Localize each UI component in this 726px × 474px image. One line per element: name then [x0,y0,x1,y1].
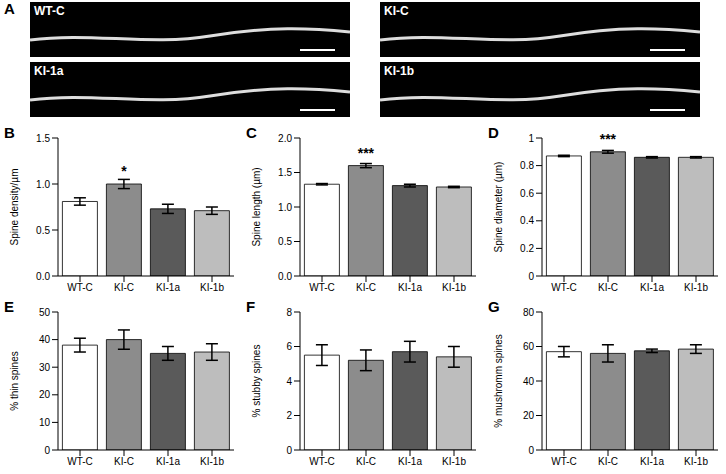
svg-text:% thin spines: % thin spines [9,351,20,410]
svg-text:20: 20 [39,389,51,400]
svg-text:KI-1b: KI-1b [442,282,466,293]
svg-text:% mushromm spines: % mushromm spines [493,334,504,427]
html-text:E: E [4,298,14,315]
svg-text:KI-C: KI-C [114,456,134,467]
svg-text:WT-C: WT-C [309,282,335,293]
html-text:KI-1a: KI-1a [34,64,64,78]
html-text:F: F [246,298,256,315]
svg-text:40: 40 [523,376,535,387]
svg-text:2.0: 2.0 [278,133,292,144]
svg-text:KI-1a: KI-1a [156,456,180,467]
html-text:KI-C: KI-C [384,4,409,18]
svg-text:30: 30 [39,362,51,373]
svg-text:4: 4 [286,376,292,387]
svg-text:% stubby spines: % stubby spines [251,345,262,418]
svg-text:0.4: 0.4 [520,215,534,226]
svg-text:KI-1b: KI-1b [684,282,708,293]
svg-text:0.8: 0.8 [520,160,534,171]
svg-text:WT-C: WT-C [67,456,93,467]
svg-text:0.5: 0.5 [278,236,292,247]
svg-text:1.0: 1.0 [278,202,292,213]
svg-text:60: 60 [523,341,535,352]
svg-text:WT-C: WT-C [67,282,93,293]
svg-text:KI-1a: KI-1a [156,282,180,293]
svg-text:1.5: 1.5 [36,133,50,144]
html-text:KI-1b: KI-1b [384,64,414,78]
svg-text:1: 1 [528,133,534,144]
svg-text:KI-1a: KI-1a [640,282,664,293]
svg-text:1.0: 1.0 [36,179,50,190]
svg-text:KI-C: KI-C [598,282,618,293]
svg-text:KI-1a: KI-1a [398,282,422,293]
svg-text:Spine density/µm: Spine density/µm [9,169,20,246]
svg-text:6: 6 [286,341,292,352]
svg-text:KI-C: KI-C [114,282,134,293]
svg-text:KI-1a: KI-1a [640,456,664,467]
svg-text:10: 10 [39,417,51,428]
svg-text:0.5: 0.5 [36,225,50,236]
svg-text:0.6: 0.6 [520,188,534,199]
svg-text:40: 40 [39,334,51,345]
svg-text:0: 0 [528,271,534,282]
svg-text:KI-C: KI-C [598,456,618,467]
svg-text:0.2: 0.2 [520,243,534,254]
svg-text:***: *** [600,131,617,147]
svg-text:KI-1b: KI-1b [442,456,466,467]
html-text:B: B [4,124,15,141]
svg-text:50: 50 [39,307,51,318]
html-text:G: G [488,298,500,315]
svg-text:0: 0 [528,445,534,456]
svg-text:WT-C: WT-C [551,456,577,467]
svg-text:80: 80 [523,307,535,318]
svg-text:Spine length (µm): Spine length (µm) [251,167,262,246]
svg-text:*: * [121,163,127,179]
svg-text:1.5: 1.5 [278,167,292,178]
svg-text:KI-1b: KI-1b [200,282,224,293]
svg-text:KI-1b: KI-1b [200,456,224,467]
html-text:WT-C: WT-C [34,4,65,18]
svg-text:KI-1b: KI-1b [684,456,708,467]
svg-text:8: 8 [286,307,292,318]
svg-text:2: 2 [286,410,292,421]
html-text:A: A [4,0,15,17]
svg-text:***: *** [358,145,375,161]
svg-text:0: 0 [286,445,292,456]
svg-text:WT-C: WT-C [551,282,577,293]
svg-text:0: 0 [44,445,50,456]
svg-text:KI-C: KI-C [356,456,376,467]
svg-text:20: 20 [523,410,535,421]
html-text:D: D [488,124,499,141]
svg-text:0.0: 0.0 [278,271,292,282]
html-text:C: C [246,124,257,141]
svg-text:KI-1a: KI-1a [398,456,422,467]
svg-text:0.0: 0.0 [36,271,50,282]
svg-text:WT-C: WT-C [309,456,335,467]
svg-text:Spine diameter (µm): Spine diameter (µm) [493,162,504,253]
svg-text:KI-C: KI-C [356,282,376,293]
